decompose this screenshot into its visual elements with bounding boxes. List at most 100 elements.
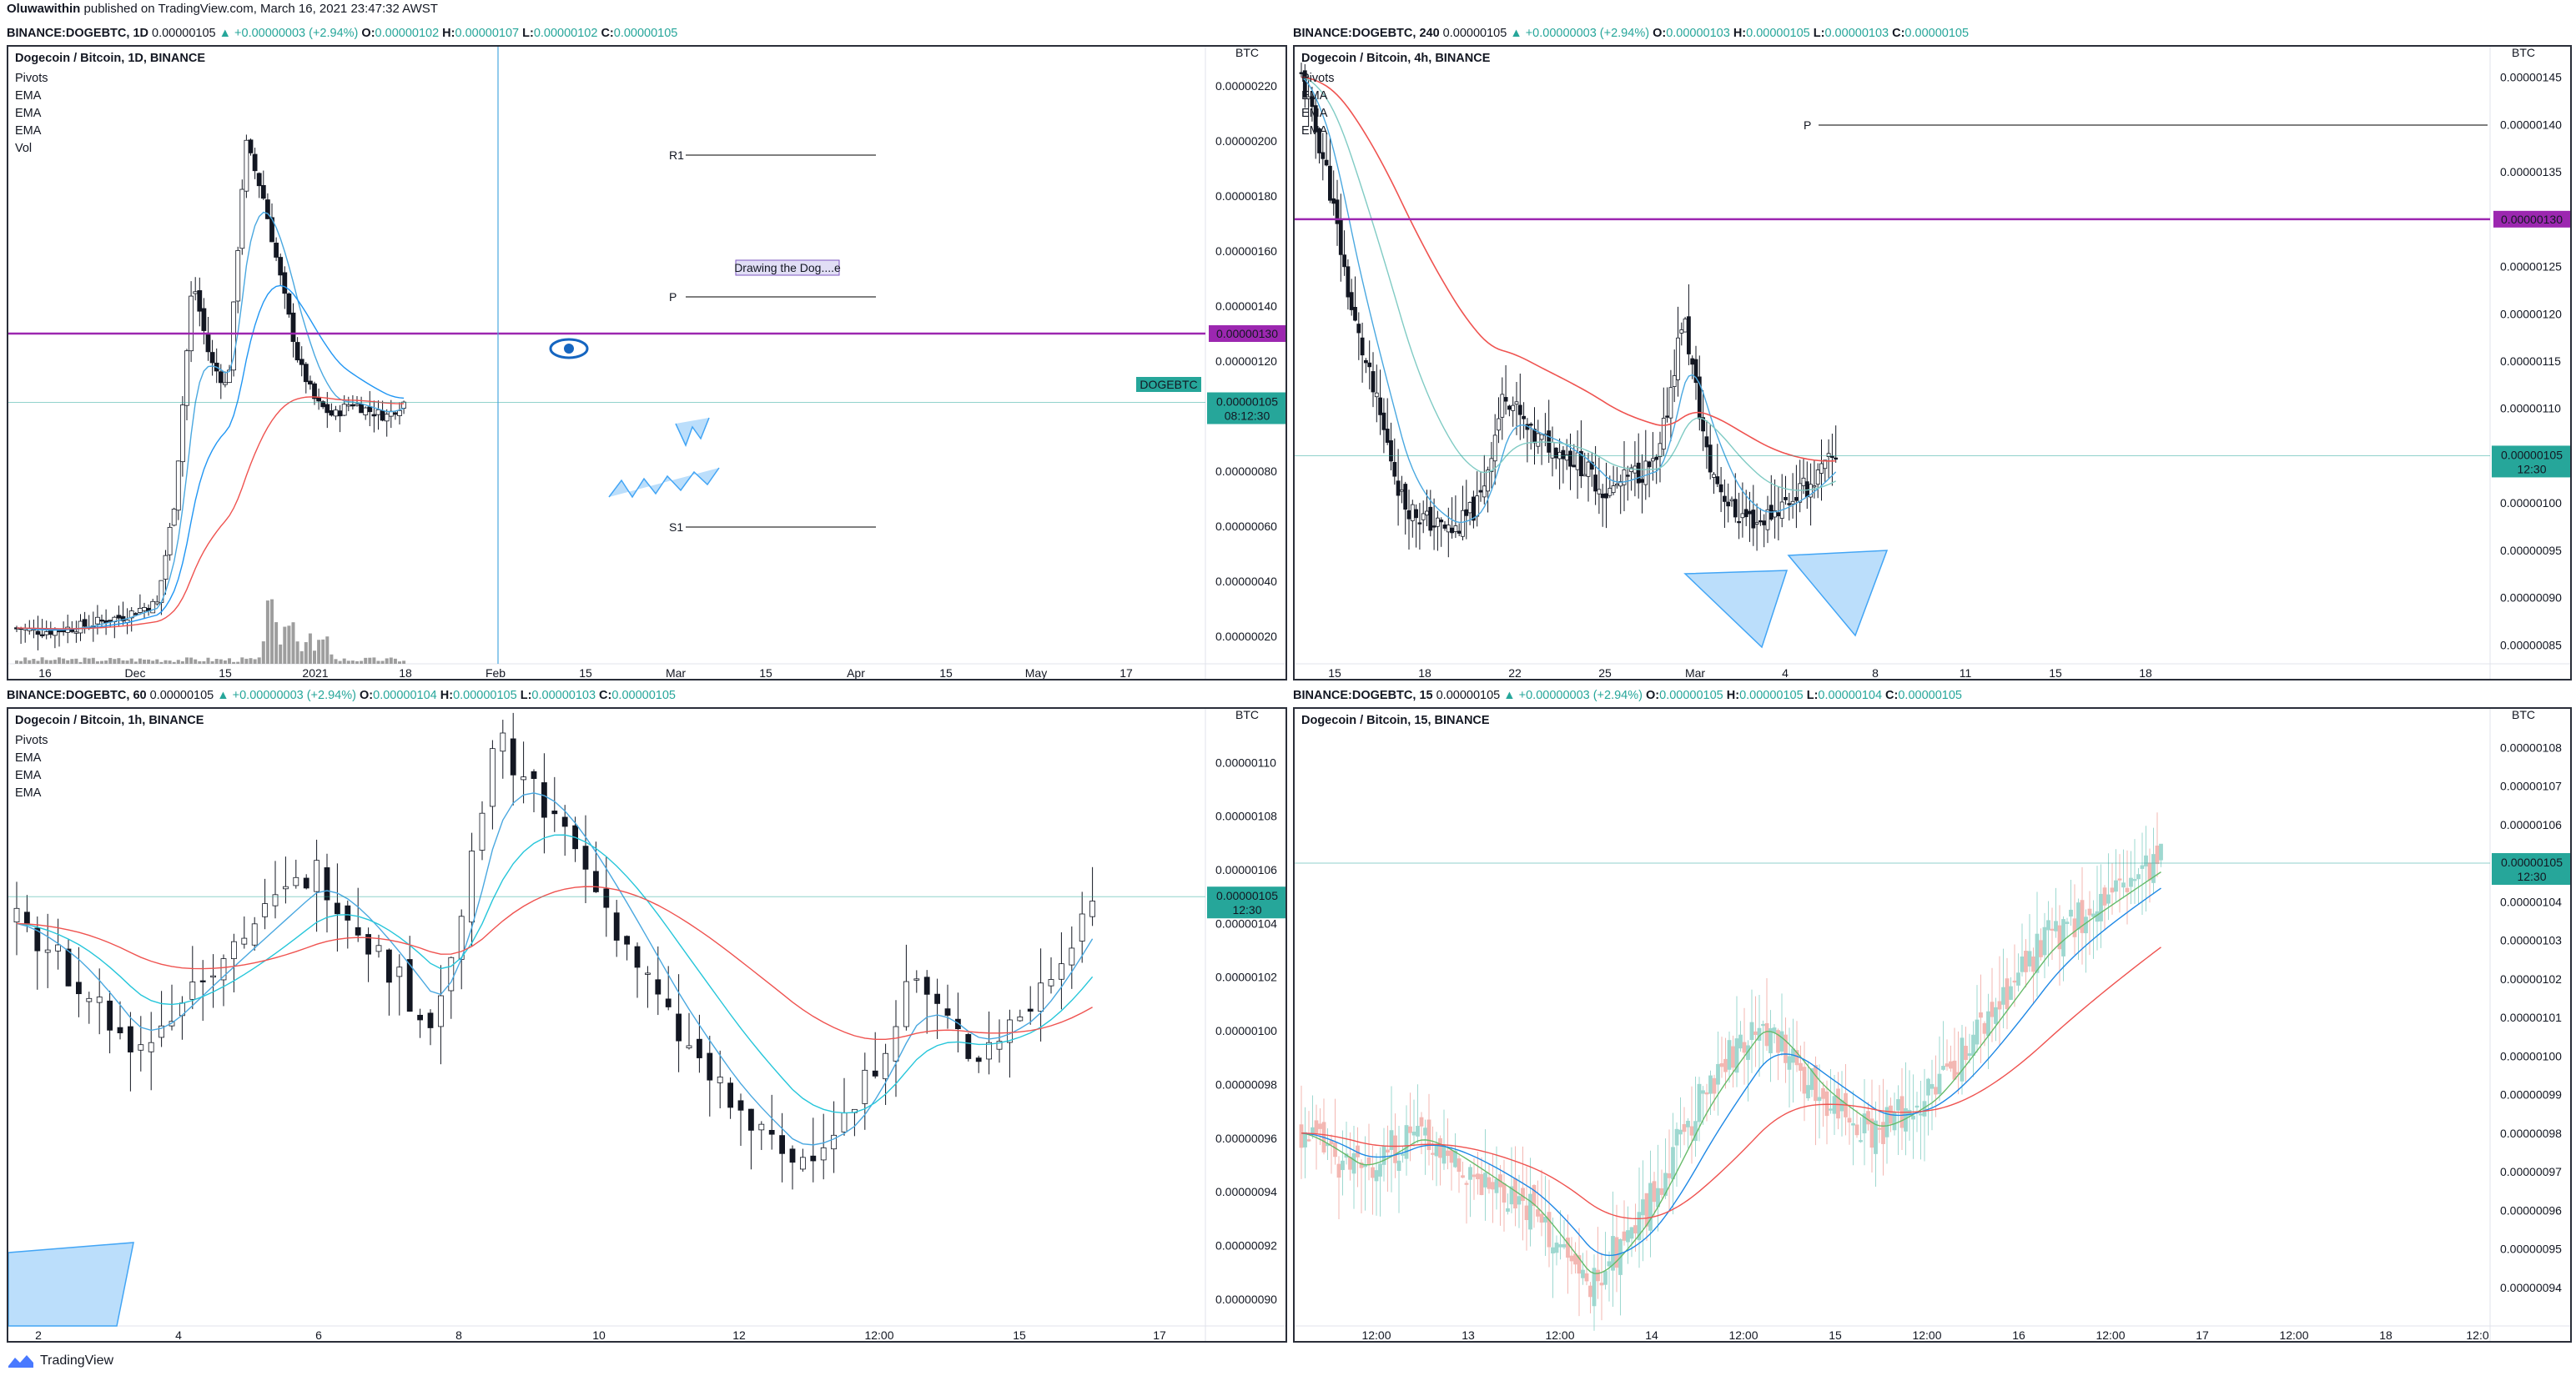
close-p2: 0.00000105 — [1904, 27, 1970, 40]
candle-body — [1607, 488, 1613, 496]
volume-bar — [402, 660, 406, 664]
candle-body — [397, 409, 402, 416]
candle-body — [282, 272, 288, 294]
triangle-drawing — [1787, 550, 1889, 637]
candle-body — [1335, 199, 1340, 224]
candle-body — [1643, 460, 1648, 485]
candle-body — [1708, 1075, 1713, 1094]
candle-body — [86, 997, 93, 1002]
indicator-ema[interactable]: EMA — [15, 769, 42, 782]
indicator-ema[interactable]: EMA — [1301, 89, 1328, 103]
candle-body — [1644, 1193, 1649, 1227]
candle-body — [768, 1129, 775, 1135]
candle-body — [1836, 1088, 1840, 1119]
chart-pane-4h[interactable]: BTC 0.00000145 0.00000140 0.00000135 0.00000… — [1293, 45, 2572, 680]
candle-body — [417, 1014, 424, 1021]
price-tick-label: 0.00000020 — [1215, 630, 1277, 643]
price-tick-label: 0.00000040 — [1215, 575, 1277, 588]
candle-body — [1400, 489, 1404, 492]
candle-body — [1299, 1124, 1304, 1148]
candle-body — [334, 902, 340, 915]
indicator-volume[interactable]: Vol — [15, 142, 33, 155]
volume-bar — [228, 658, 231, 664]
volume-bar — [185, 657, 189, 664]
candle-body — [2001, 987, 2005, 1005]
indicator-ema[interactable]: EMA — [1301, 107, 1328, 120]
candle-body — [1386, 1149, 1390, 1153]
candle-body — [1607, 1261, 1612, 1267]
candle-body — [727, 1082, 733, 1108]
candle-body — [1378, 397, 1382, 415]
indicator-ema[interactable]: EMA — [15, 107, 42, 120]
price-tick-label: 0.00000104 — [1215, 916, 1277, 930]
candle-body — [1511, 404, 1516, 411]
candle-body — [1566, 1238, 1570, 1258]
ema-line — [1301, 77, 1837, 524]
volume-bar — [83, 657, 87, 664]
candle-body — [256, 173, 262, 187]
candle-body — [531, 771, 537, 780]
candle-body — [375, 409, 381, 415]
chart-pane-15m[interactable]: BTC 0.00000108 0.00000107 0.00000106 0.00000… — [1293, 707, 2572, 1343]
volume-bar — [223, 660, 227, 664]
candle-body — [2084, 916, 2088, 934]
indicator-ema[interactable]: EMA — [15, 786, 42, 800]
candle-body — [1990, 1002, 1995, 1017]
volume-bar — [261, 641, 265, 664]
volume-bar — [236, 661, 240, 664]
time-tick-label: 8 — [455, 1328, 462, 1342]
time-tick-label: 15 — [1829, 1328, 1842, 1342]
chart-svg-1h[interactable]: BTC 0.00000110 0.00000108 0.00000106 0.00000… — [8, 709, 1287, 1343]
indicator-ema[interactable]: EMA — [1301, 124, 1328, 138]
candle-body — [1597, 489, 1602, 495]
volume-bar — [355, 660, 359, 664]
tradingview-footer[interactable]: TradingView — [7, 1353, 113, 1369]
volume-bar — [393, 658, 397, 664]
candle-body — [1551, 1247, 1555, 1254]
candle-body — [2076, 902, 2080, 930]
candle-body — [1964, 1046, 1968, 1061]
chart-svg-4h[interactable]: BTC 0.00000145 0.00000140 0.00000135 0.00000… — [1295, 47, 2572, 680]
volume-bar — [53, 660, 57, 664]
chart-pane-1d[interactable]: BTC 0.00000220 0.00000200 0.00000180 0.00000… — [7, 45, 1287, 680]
candle-body — [1650, 458, 1655, 462]
time-tick-label: 22 — [1508, 666, 1522, 680]
candle-body — [1754, 522, 1759, 525]
high-p1: 0.00000107 — [455, 27, 520, 40]
candle-body — [748, 1108, 754, 1131]
time-tick-label: 18 — [1418, 666, 1431, 680]
candle-body — [333, 409, 339, 417]
indicator-list-1d: Pivots EMA EMA EMA Vol — [15, 70, 48, 158]
chart-pane-1h[interactable]: BTC 0.00000110 0.00000108 0.00000106 0.00000… — [7, 707, 1287, 1343]
candle-body — [1584, 1273, 1589, 1282]
indicator-pivots[interactable]: Pivots — [1301, 72, 1335, 85]
candle-body — [278, 257, 284, 276]
candle-body — [1723, 495, 1727, 502]
candle-body — [1367, 362, 1372, 368]
author-name[interactable]: Oluwawithin — [7, 2, 81, 16]
indicator-ema[interactable]: EMA — [15, 124, 42, 138]
candle-body — [1622, 469, 1627, 485]
candle-body — [1396, 480, 1401, 496]
candle-body — [1761, 1023, 1765, 1027]
indicator-pivots[interactable]: Pivots — [15, 72, 48, 85]
bar-countdown-label: 12:30 — [2517, 870, 2546, 883]
candle-body — [1532, 429, 1537, 444]
candle-body — [34, 927, 41, 952]
chart-svg-1d[interactable]: BTC 0.00000220 0.00000200 0.00000180 0.00000… — [8, 47, 1287, 680]
indicator-list-4h: Pivots EMA EMA EMA — [1301, 70, 1335, 140]
indicator-ema[interactable]: EMA — [15, 89, 42, 103]
indicator-pivots[interactable]: Pivots — [15, 734, 48, 747]
candle-body — [1701, 1090, 1705, 1094]
candle-body — [1589, 461, 1594, 470]
candle-body — [367, 406, 373, 413]
chart-svg-15m[interactable]: BTC 0.00000108 0.00000107 0.00000106 0.00000… — [1295, 709, 2572, 1343]
candle-body — [35, 630, 41, 635]
candle-body — [222, 382, 228, 385]
candle-body — [521, 776, 526, 781]
candle-body — [1450, 527, 1455, 534]
indicator-ema[interactable]: EMA — [15, 751, 42, 765]
candle-body — [541, 782, 547, 818]
candle-body — [1411, 1132, 1416, 1136]
candle-body — [1599, 1283, 1604, 1286]
